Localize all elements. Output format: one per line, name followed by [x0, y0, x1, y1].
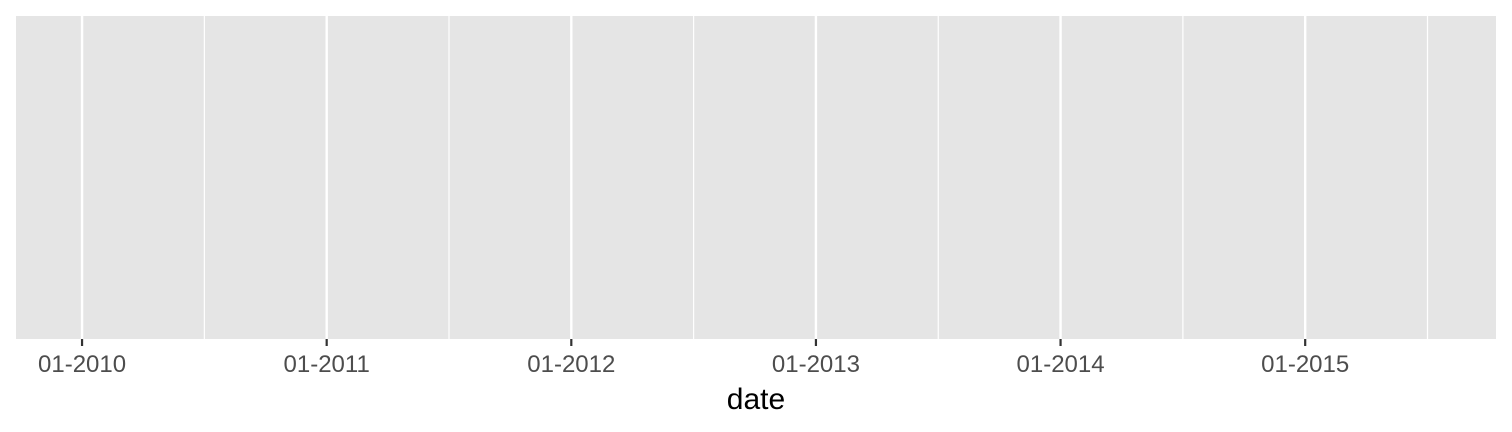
x-axis-title: date — [727, 383, 785, 416]
x-tick-marks — [80, 339, 1307, 346]
minor-gridlines — [203, 16, 1429, 339]
x-tick-label: 01-2012 — [527, 351, 615, 378]
plot-panel — [16, 16, 1496, 339]
x-tick-labels: 01-2010 01-2011 01-2012 01-2013 01-2014 01-20… — [38, 351, 1349, 378]
x-tick-label: 01-2010 — [38, 351, 126, 378]
x-tick-label: 01-2013 — [772, 351, 860, 378]
x-tick-label: 01-2011 — [284, 351, 370, 378]
x-tick-label: 01-2014 — [1017, 351, 1105, 378]
x-tick-label: 01-2015 — [1261, 351, 1349, 378]
major-gridlines — [80, 16, 1307, 339]
